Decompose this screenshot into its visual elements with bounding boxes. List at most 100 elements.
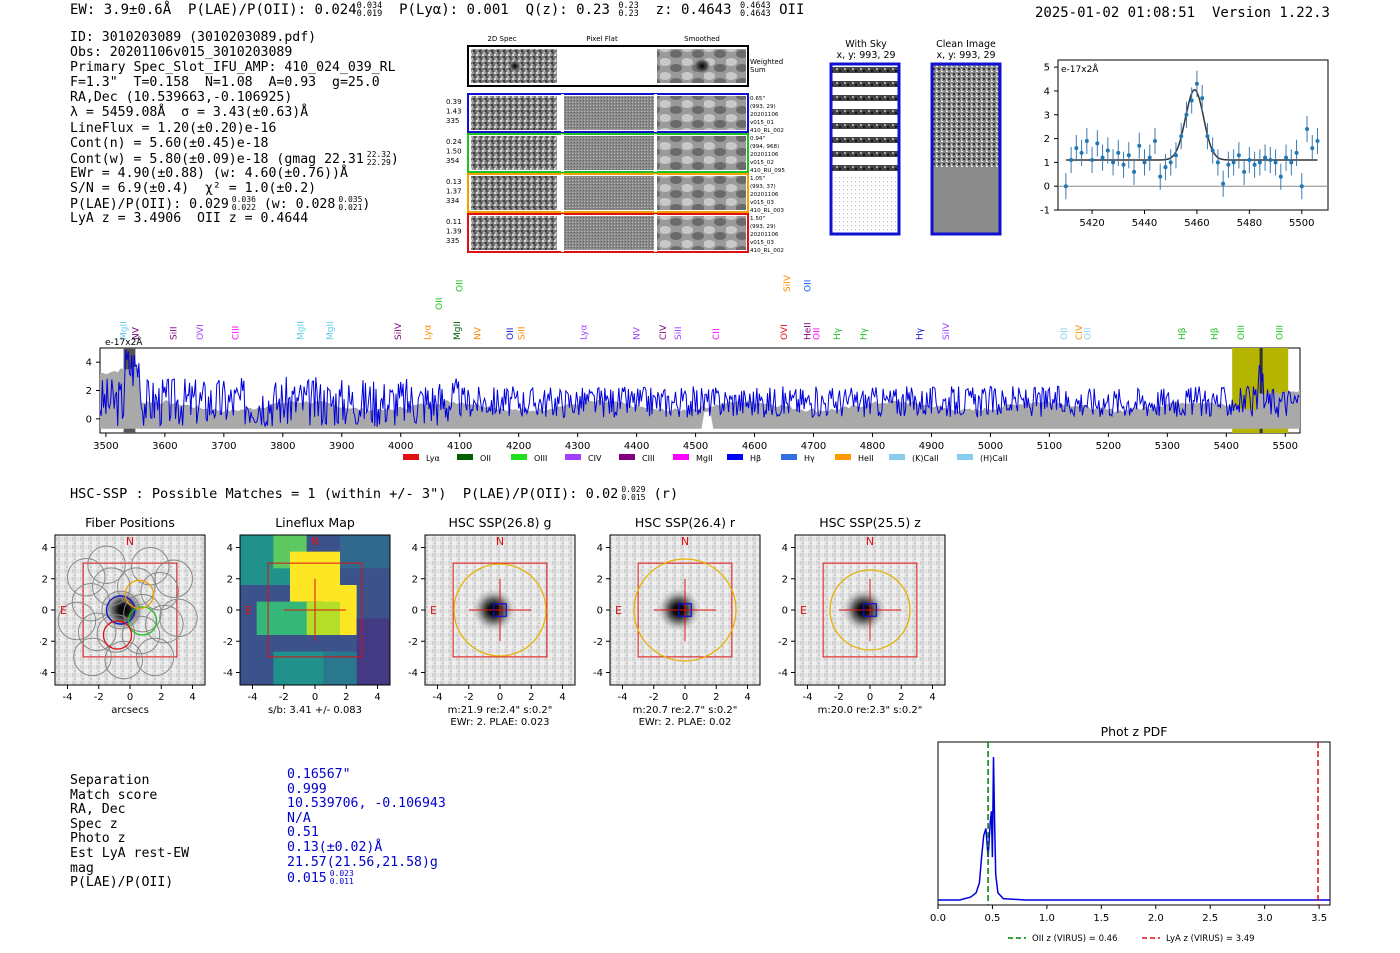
legend-entry: (K)CaII bbox=[889, 454, 939, 463]
x-tick-label: -4 bbox=[803, 692, 813, 703]
y-tick-label: -1 bbox=[1040, 206, 1050, 217]
y-tick-label: -2 bbox=[223, 637, 233, 648]
fit-data-point bbox=[1079, 150, 1084, 155]
match-value: 0.16567" bbox=[287, 767, 351, 782]
x-tick-label: 1.5 bbox=[1093, 913, 1109, 924]
fiber-circle bbox=[77, 612, 117, 652]
match-label: Est LyA rest-EW bbox=[70, 845, 190, 861]
fiber-right-value: v015_03 bbox=[750, 200, 774, 206]
fit-data-point bbox=[1126, 153, 1131, 158]
spectrum-ylabel: e-17x2Å bbox=[105, 336, 143, 348]
fiber-right-value: 1.50" bbox=[750, 216, 765, 222]
x-tick-label: 0 bbox=[682, 692, 688, 703]
spectral-line-marker: CIV bbox=[1075, 324, 1085, 340]
fiber-left-value: 0.24 bbox=[446, 138, 462, 146]
spectral-line-marker: Lyα bbox=[580, 324, 590, 340]
spectral-line-marker: OII bbox=[1084, 328, 1094, 340]
header-summary: EW: 3.9±0.6Å P(LAE)/P(OII): 0.024 0.034 0.… bbox=[70, 1, 805, 19]
spectral-line-marker: NV bbox=[131, 326, 141, 340]
fiber-2dspec bbox=[471, 216, 557, 250]
compass-east: E bbox=[60, 604, 67, 617]
x-tick-label: 4 bbox=[744, 692, 750, 703]
x-tick-label: 4500 bbox=[683, 441, 708, 452]
panel-caption: m:20.7 re:2.7" s:0.2" bbox=[633, 705, 738, 716]
match-label: RA, Dec bbox=[70, 802, 126, 818]
fiber-left-value: 1.50 bbox=[446, 148, 462, 156]
fit-data-point bbox=[1289, 160, 1294, 165]
fit-data-point bbox=[1315, 138, 1320, 143]
spectral-line-marker: OVI bbox=[780, 324, 790, 340]
fiber-right-value: 410_RU_095 bbox=[750, 168, 785, 174]
spectral-line-marker: CIV bbox=[659, 324, 669, 340]
fiber-left-value: 1.43 bbox=[446, 108, 462, 116]
fiber-circle bbox=[101, 590, 140, 630]
pdf-curve bbox=[938, 756, 1330, 901]
fit-data-point bbox=[1095, 141, 1100, 146]
panel-separator bbox=[561, 214, 564, 252]
spectral-line-marker: SiII bbox=[170, 326, 180, 340]
legend-entry: OIII bbox=[511, 454, 547, 463]
legend-entry: MgII bbox=[673, 454, 713, 463]
weighted-sum-label-1: Weighted bbox=[750, 58, 783, 66]
fiber-circle bbox=[96, 614, 136, 653]
fiber-circle bbox=[104, 640, 143, 680]
pdf-legend-entry: OII z (VIRUS) = 0.46 bbox=[1008, 934, 1118, 944]
compass-east: E bbox=[615, 604, 622, 617]
x-tick-label: 4800 bbox=[860, 441, 885, 452]
panel-caption-2: EWr: 2, PLAE: 0.023 bbox=[450, 717, 549, 725]
pdf-legend-entry: LyA z (VIRUS) = 3.49 bbox=[1142, 934, 1255, 944]
spectral-line-label: SiIV bbox=[942, 322, 952, 340]
fiber-right-value: 0.94" bbox=[750, 136, 765, 142]
fit-data-point bbox=[1305, 127, 1310, 132]
fiber-row-frame bbox=[467, 173, 749, 213]
fiber-left-value: 1.39 bbox=[446, 228, 462, 236]
info-plae: P(LAE)/P(OII): 0.029 0.036 0.022 (w: 0.028… bbox=[70, 195, 371, 213]
spectral-line-label: OVI bbox=[780, 324, 790, 340]
panel-title: Fiber Positions bbox=[85, 515, 175, 530]
full-spectrum-chart: MgII NV SiII OVI CIII MgII MgII SiIV LyαOIIMgIIO… bbox=[86, 274, 1301, 463]
weighted-sum-label-2: Sum bbox=[750, 66, 766, 74]
fiber-left-value: 354 bbox=[446, 157, 460, 165]
legend-label: CIII bbox=[642, 454, 655, 463]
fit-plot-area bbox=[1057, 59, 1329, 211]
y-tick-label: 0 bbox=[86, 414, 92, 425]
x-tick-label: 3500 bbox=[93, 441, 118, 452]
fiber-left-value: 0.11 bbox=[446, 218, 462, 226]
legend-swatch bbox=[889, 454, 905, 460]
hsc-panel: Lineflux Map N E -4 -2 0 2 4 4 2 0 -2 -4 s/b: 3.41 +/… bbox=[223, 515, 391, 716]
spectral-line-label: MgII bbox=[326, 321, 336, 340]
y-tick-label: 4 bbox=[86, 358, 92, 369]
spectral-line-marker: Hβ bbox=[1210, 327, 1220, 340]
fiber-pixelflat bbox=[564, 216, 654, 250]
spectral-line-label: OII bbox=[435, 298, 445, 310]
spectral-line-marker: Hγ bbox=[916, 327, 926, 340]
compass-north: N bbox=[496, 535, 504, 548]
fiber-right-value: v015_02 bbox=[750, 160, 774, 166]
fiber-circle bbox=[159, 598, 198, 638]
panel-title: HSC SSP(26.8) g bbox=[449, 515, 552, 530]
legend-entry: HeII bbox=[835, 454, 874, 463]
pdf-title: Phot z PDF bbox=[1101, 724, 1168, 739]
y-tick-label: 0 bbox=[782, 606, 788, 617]
legend-label: Lyα bbox=[426, 454, 440, 463]
panel-caption: m:20.0 re:2.3" s:0.2" bbox=[818, 705, 923, 716]
fiber-row-frame bbox=[467, 133, 749, 173]
x-tick-label: 4700 bbox=[801, 441, 826, 452]
col-header-2dspec: 2D Spec bbox=[487, 35, 516, 43]
spectral-line-label: NV bbox=[633, 326, 643, 340]
x-tick-label: 5500 bbox=[1273, 441, 1298, 452]
y-tick-label: -4 bbox=[408, 668, 418, 679]
y-tick-label: -4 bbox=[223, 668, 233, 679]
panel-separator bbox=[654, 134, 657, 172]
catalog-source-box bbox=[678, 603, 692, 617]
y-tick-label: 0 bbox=[42, 606, 48, 617]
effective-radius-ring bbox=[829, 569, 911, 651]
spectral-line-label: SiII bbox=[674, 326, 684, 340]
match-value: N/A bbox=[287, 810, 311, 826]
spectral-line-label: Lyα bbox=[580, 324, 590, 340]
info-lineflux: LineFlux = 1.20(±0.20)e-16 bbox=[70, 120, 277, 136]
x-tick-label: 4 bbox=[189, 692, 195, 703]
fit-data-point bbox=[1210, 148, 1215, 153]
